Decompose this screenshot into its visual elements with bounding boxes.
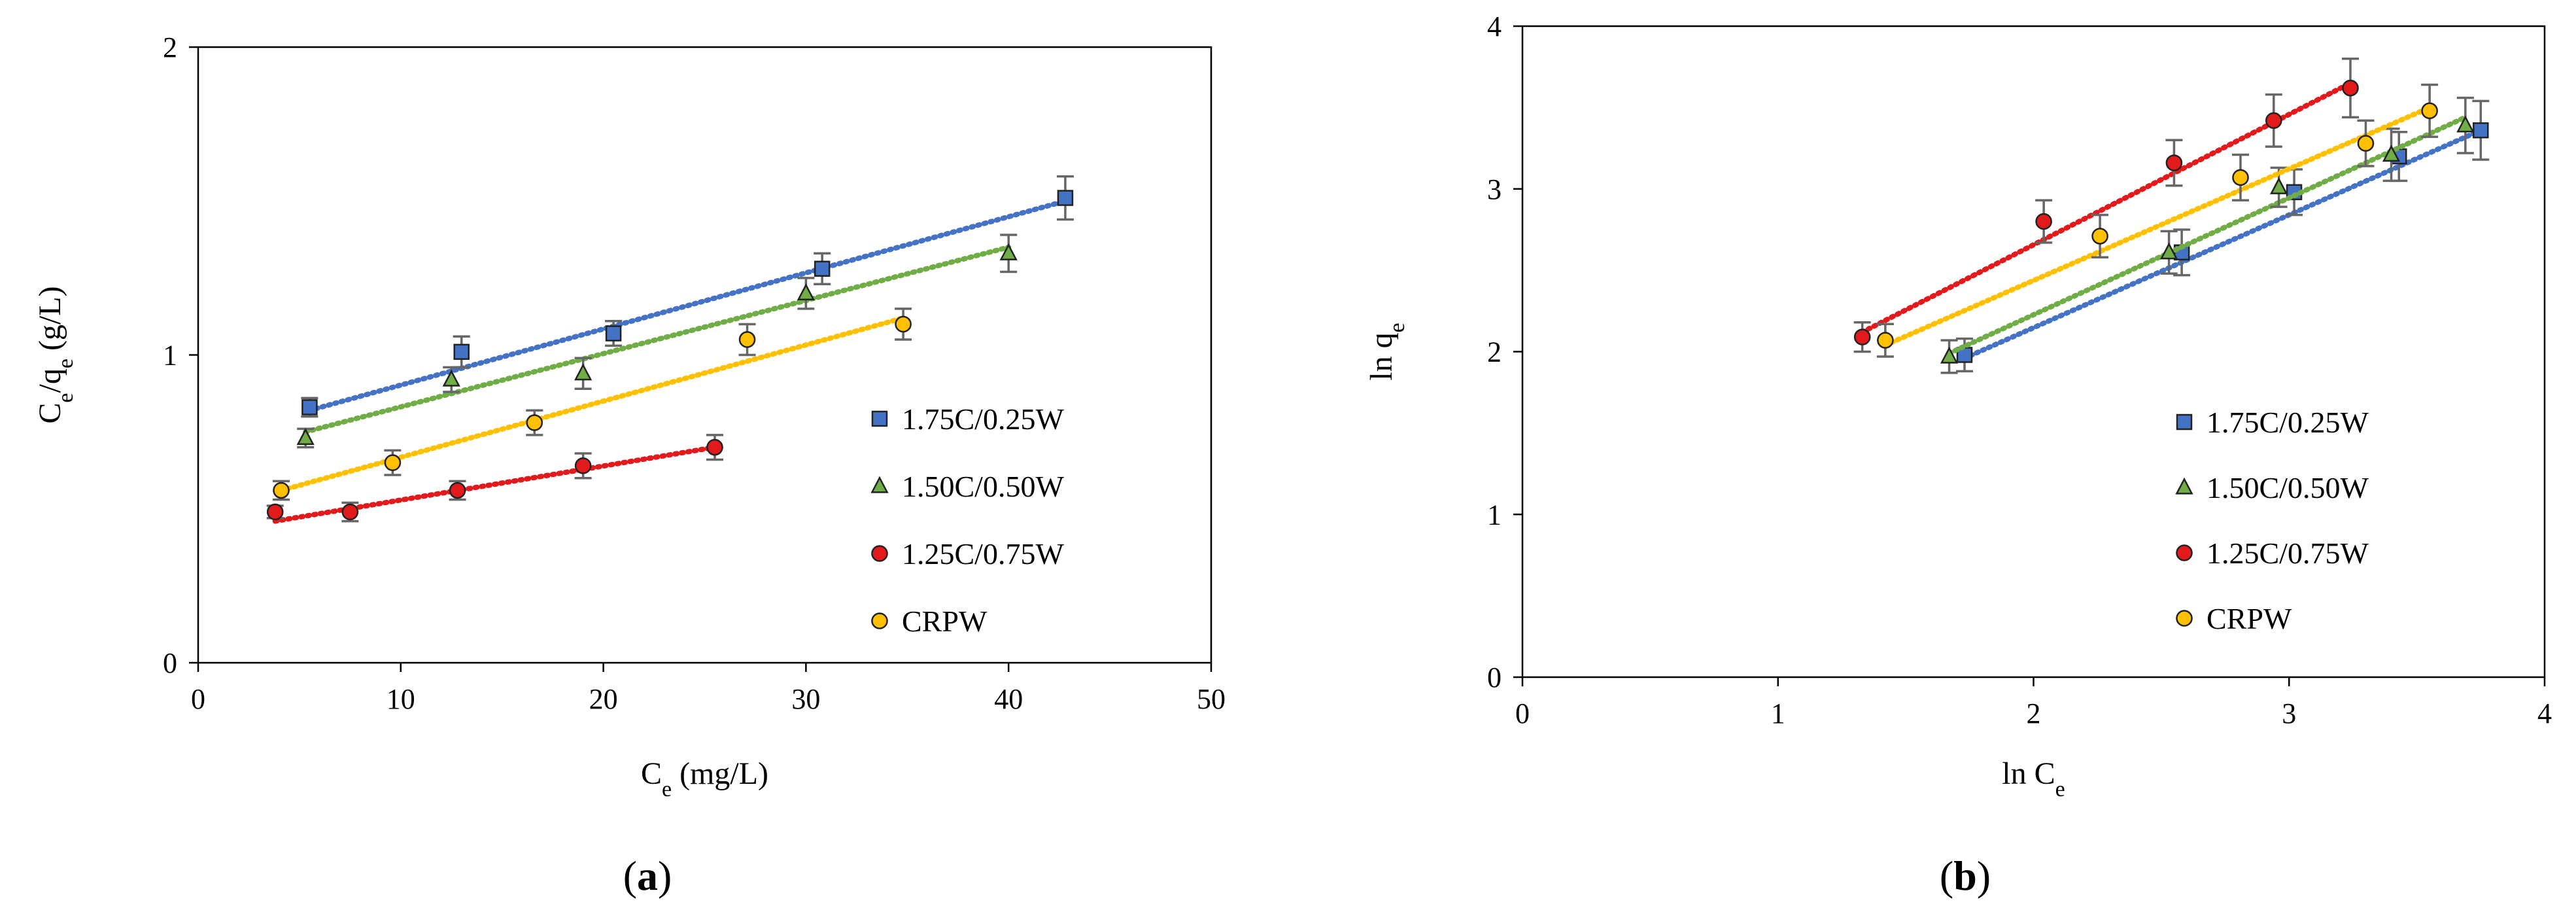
panel-label: (a)	[623, 852, 672, 899]
x-tick-label: 30	[791, 683, 820, 715]
chart-panel-b: 0 1 2 3 4 0 1 2 3 4 ln Ce ln qe (b) 1.75C/0.25W 1.50C/…	[1364, 10, 2552, 899]
data-point	[266, 503, 284, 521]
legend-marker	[871, 545, 888, 562]
y-tick-label: 1	[163, 340, 177, 372]
panel-label: (b)	[1940, 852, 1991, 899]
y-tick-label: 0	[163, 647, 177, 679]
series-0	[301, 175, 1074, 418]
y-axis-label: Ce/qe (g/L)	[33, 286, 78, 423]
series-1	[296, 234, 1018, 449]
data-point	[2473, 122, 2489, 139]
data-point	[574, 457, 592, 474]
data-point	[341, 503, 359, 521]
data-point	[2421, 102, 2438, 120]
legend-label: 1.75C/0.25W	[902, 402, 1064, 436]
data-point	[2382, 145, 2401, 162]
data-point	[453, 343, 470, 360]
x-tick-label: 10	[386, 683, 415, 715]
legend-marker	[871, 410, 888, 427]
data-point	[442, 369, 460, 387]
y-tick-label: 1	[1487, 499, 1502, 531]
legend-label: 1.25C/0.75W	[2207, 536, 2369, 570]
data-point	[449, 482, 466, 499]
x-tick-label: 0	[1515, 697, 1530, 729]
data-point	[1877, 332, 1894, 349]
x-tick-label: 3	[2282, 697, 2296, 729]
data-point	[526, 414, 543, 431]
y-tick-label: 4	[1487, 10, 1502, 43]
x-tick-label: 2	[2027, 697, 2041, 729]
legend-marker	[2176, 544, 2193, 561]
data-point	[895, 315, 912, 333]
trendline	[1946, 114, 2468, 356]
x-axis-label: Ce (mg/L)	[641, 756, 768, 801]
y-tick-label: 3	[1487, 173, 1502, 205]
data-point	[2232, 169, 2249, 186]
legend-label: 1.50C/0.50W	[2207, 471, 2369, 504]
x-tick-label: 1	[1771, 697, 1785, 729]
data-point	[2159, 242, 2178, 260]
x-tick-label: 40	[994, 683, 1023, 715]
legend-label: CRPW	[2207, 602, 2292, 635]
data-point	[797, 283, 816, 300]
data-point	[301, 399, 318, 415]
y-tick-label: 0	[1487, 661, 1502, 694]
x-tick-label: 0	[191, 683, 205, 715]
legend-label: 1.50C/0.50W	[902, 470, 1064, 503]
trendline	[307, 198, 1068, 413]
legend-marker	[2176, 413, 2193, 431]
data-point	[2091, 228, 2108, 245]
legend-marker	[871, 612, 888, 629]
data-point	[814, 260, 831, 277]
series-1	[1940, 96, 2475, 374]
y-tick-label: 2	[1487, 336, 1502, 368]
legend: 1.75C/0.25W 1.50C/0.50W 1.25C/0.75W CRPW	[2175, 406, 2369, 635]
trendline	[1882, 105, 2433, 348]
series-2	[1853, 58, 2360, 353]
series-3	[1876, 83, 2439, 358]
legend-marker	[2176, 610, 2193, 627]
trendline	[272, 444, 717, 524]
legend-marker	[2175, 477, 2193, 495]
data-point	[1853, 328, 1871, 345]
x-tick-label: 4	[2537, 697, 2552, 729]
data-point	[1057, 190, 1074, 206]
data-point	[273, 482, 290, 499]
chart-panel-a: 0 10 20 30 40 50 0 1 2 Ce (mg/L) Ce/qe (g/L) (a) 1.7…	[33, 31, 1226, 899]
data-point	[2456, 115, 2475, 133]
trendline	[1961, 128, 2484, 361]
trendline	[303, 244, 1012, 435]
data-point	[574, 363, 592, 381]
trendline	[279, 315, 906, 493]
legend-label: 1.25C/0.75W	[902, 537, 1064, 571]
x-tick-label: 50	[1197, 683, 1226, 715]
legend-label: 1.75C/0.25W	[2207, 406, 2369, 439]
data-point	[384, 454, 402, 471]
legend: 1.75C/0.25W 1.50C/0.50W 1.25C/0.75W CRPW	[870, 402, 1064, 638]
data-point	[2265, 112, 2282, 130]
data-point	[999, 243, 1018, 260]
data-point	[706, 438, 723, 456]
y-tick-label: 2	[163, 31, 177, 63]
x-axis-label: ln Ce	[2002, 756, 2065, 801]
data-point	[1940, 346, 1959, 364]
data-point	[605, 325, 622, 342]
y-axis-label: ln qe	[1364, 323, 1409, 380]
data-point	[2342, 79, 2359, 97]
legend-marker	[870, 476, 889, 493]
data-point	[2035, 213, 2052, 230]
series-2	[266, 434, 723, 524]
series-3	[273, 308, 912, 501]
x-tick-label: 20	[589, 683, 618, 715]
data-point	[738, 331, 756, 348]
data-point	[296, 428, 315, 446]
data-point	[2165, 154, 2183, 171]
data-point	[2270, 177, 2288, 194]
data-point	[2357, 135, 2375, 152]
legend-label: CRPW	[902, 605, 987, 638]
